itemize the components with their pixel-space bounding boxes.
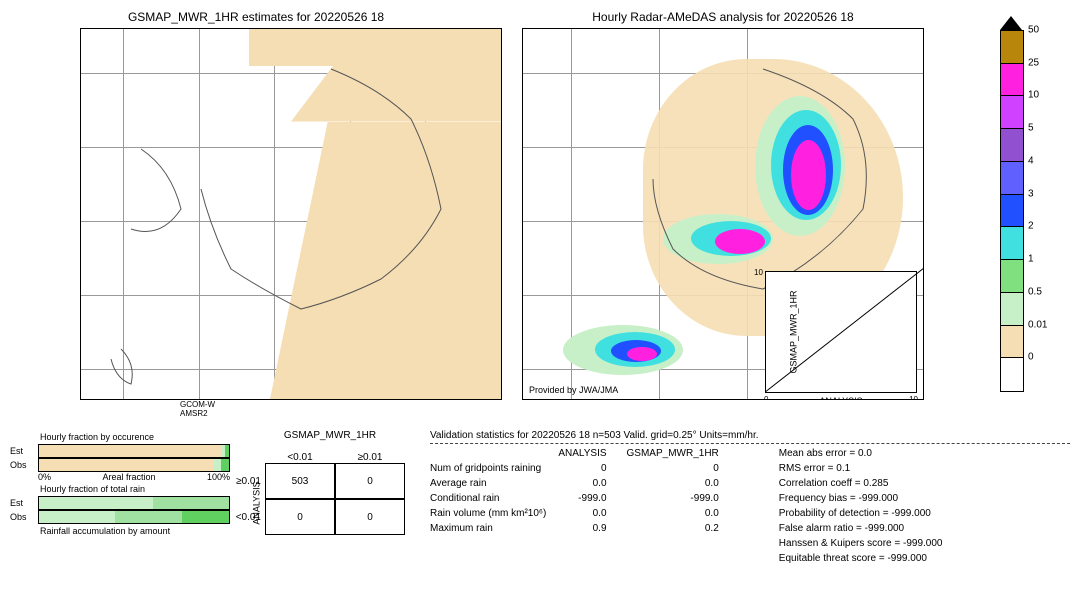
contingency-table: GSMAP_MWR_1HR <0.01 ≥0.01 ≥0.01 503 0 <0… (245, 430, 415, 566)
hbar-row: Est (10, 444, 230, 458)
hbar-title2: Hourly fraction of total rain (40, 484, 230, 494)
hbar-bar (38, 510, 230, 524)
colorbar-tick: 2 (1028, 221, 1034, 232)
stats-metric: Mean abs error = 0.0 (779, 446, 943, 461)
stats-metric: False alarm ratio = -999.000 (779, 521, 943, 536)
stats-metric: Hanssen & Kuipers score = -999.000 (779, 536, 943, 551)
map2-panel: Hourly Radar-AMeDAS analysis for 2022052… (522, 10, 924, 410)
map2-box: ANALYSIS GSMAP_MWR_1HR 0 10 10 Provided … (522, 28, 924, 400)
colorbar-segment (1000, 95, 1024, 130)
stats-metric: RMS error = 0.1 (779, 461, 943, 476)
colorbar-segment (1000, 325, 1024, 360)
stats-row: Num of gridpoints raining00 (430, 461, 739, 476)
hbar-title1: Hourly fraction by occurence (40, 432, 230, 442)
ct-row-axis: ANALYSIS (252, 481, 262, 524)
hbar-row: Obs (10, 510, 230, 524)
ct-title: GSMAP_MWR_1HR (245, 430, 415, 441)
stats-panel: Validation statistics for 20220526 18 n=… (430, 430, 1070, 566)
colorbar-tick: 0.5 (1028, 286, 1042, 297)
map2-title: Hourly Radar-AMeDAS analysis for 2022052… (522, 10, 924, 24)
colorbar-tick: 10 (1028, 90, 1039, 101)
hbar-label: Obs (10, 512, 38, 522)
map1-coast (81, 29, 501, 399)
colorbar-tick: 0.01 (1028, 319, 1047, 330)
colorbar-tick: 5 (1028, 123, 1034, 134)
hbar-title3: Rainfall accumulation by amount (40, 526, 230, 536)
colorbar-segment (1000, 63, 1024, 98)
hbar-label: Est (10, 498, 38, 508)
stats-metric: Frequency bias = -999.000 (779, 491, 943, 506)
colorbar-segment (1000, 30, 1024, 65)
colorbar-segment (1000, 226, 1024, 261)
provided-label: Provided by JWA/JMA (529, 385, 618, 395)
colorbar-tick: 4 (1028, 155, 1034, 166)
hbar-row: Obs (10, 458, 230, 472)
ct-cell: 503 (265, 463, 335, 499)
stats-row: Rain volume (mm km²10⁶)0.00.0 (430, 506, 739, 521)
colorbar-tick: 50 (1028, 25, 1039, 36)
hbar-bar (38, 444, 230, 458)
colorbar: 502510543210.50.010 (1000, 30, 1060, 410)
hbar-row: Est (10, 496, 230, 510)
colorbar-arrow (1000, 16, 1022, 30)
sat-label-bottom: GCOM-WAMSR2 (180, 400, 502, 418)
colorbar-segment (1000, 161, 1024, 196)
stats-row: Maximum rain0.90.2 (430, 521, 739, 536)
colorbar-segment (1000, 128, 1024, 163)
scatter-ylabel: GSMAP_MWR_1HR (789, 290, 799, 373)
map1-title: GSMAP_MWR_1HR estimates for 20220526 18 (10, 10, 502, 24)
stats-metric: Equitable threat score = -999.000 (779, 551, 943, 566)
colorbar-segment (1000, 259, 1024, 294)
map1-box: 45°N 40°N 35°N 30°N 25°N 125°E 130°E 135… (80, 28, 502, 400)
stats-metric: Probability of detection = -999.000 (779, 506, 943, 521)
hbar-bar (38, 458, 230, 472)
stats-title: Validation statistics for 20220526 18 n=… (430, 430, 1070, 441)
hbar-panel: Hourly fraction by occurence EstObs 0% A… (10, 430, 230, 566)
map1-panel: GSMAP_MWR_1HR estimates for 20220526 18 … (10, 10, 502, 410)
bottom-row: Hourly fraction by occurence EstObs 0% A… (10, 430, 1070, 566)
top-row: GSMAP_MWR_1HR estimates for 20220526 18 … (10, 10, 1070, 410)
colorbar-tick: 3 (1028, 188, 1034, 199)
colorbar-tick: 0 (1028, 352, 1034, 363)
stats-metrics: Mean abs error = 0.0RMS error = 0.1Corre… (779, 446, 943, 566)
colorbar-segment (1000, 357, 1024, 392)
hbar-label: Est (10, 446, 38, 456)
colorbar-tick: 25 (1028, 57, 1039, 68)
colorbar-segment (1000, 292, 1024, 327)
hbar-label: Obs (10, 460, 38, 470)
stats-metric: Correlation coeff = 0.285 (779, 476, 943, 491)
colorbar-segment (1000, 194, 1024, 229)
hbar-bar (38, 496, 230, 510)
colorbar-tick: 1 (1028, 254, 1034, 265)
stats-table: ANALYSISGSMAP_MWR_1HR Num of gridpoints … (430, 446, 739, 536)
stats-row: Conditional rain-999.0-999.0 (430, 491, 739, 506)
stats-row: Average rain0.00.0 (430, 476, 739, 491)
scatter-plot: ANALYSIS GSMAP_MWR_1HR 0 10 10 (765, 271, 917, 393)
scatter-xlabel: ANALYSIS (819, 396, 862, 400)
